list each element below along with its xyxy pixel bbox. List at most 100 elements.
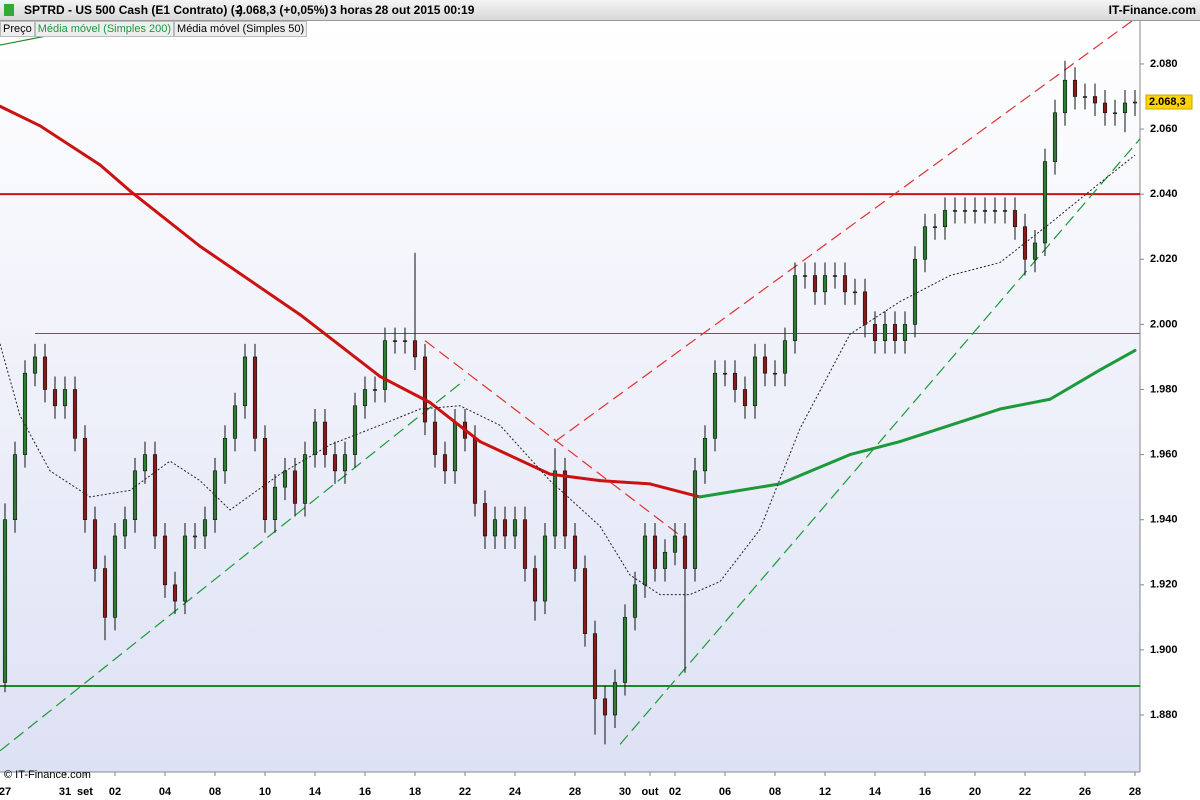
x-tick-label: 18 (409, 786, 421, 798)
x-tick-label: 16 (919, 786, 931, 798)
y-tick-label: 2.000 (1150, 318, 1178, 330)
candle-body (942, 210, 948, 228)
candle-body (12, 454, 18, 521)
candle-body (792, 275, 798, 341)
candle-body (192, 535, 198, 538)
candle-body (352, 405, 358, 455)
candle-body (782, 340, 788, 374)
ma200-segment (128, 189, 202, 248)
candle-body (122, 519, 128, 537)
candle-body (732, 372, 738, 390)
candle-body (412, 340, 418, 358)
y-tick-label: 1.960 (1150, 449, 1178, 461)
candle-body (322, 421, 328, 455)
candle-body (312, 421, 318, 455)
candle-body (882, 324, 888, 341)
x-tick-label: 12 (819, 786, 831, 798)
candle-body (672, 535, 678, 553)
candle-body (252, 356, 258, 439)
quote: 2.068,3 (+0,05%) (236, 3, 329, 17)
price-tag (1145, 94, 1193, 110)
candle-body (72, 389, 78, 439)
candle-body (772, 372, 778, 375)
candle-body (112, 535, 118, 618)
candle-body (972, 210, 978, 212)
x-tick-label: 20 (969, 786, 981, 798)
x-tick-label: 04 (159, 786, 172, 798)
candle-body (532, 568, 538, 602)
candle-body (862, 291, 868, 325)
legend: Preço Média móvel (Simples 200) Média mó… (0, 21, 308, 37)
candle-body (802, 275, 808, 277)
x-tick-label: set (77, 786, 93, 798)
candle-body (722, 372, 728, 375)
candle-body (932, 226, 938, 229)
candle-body (372, 389, 378, 391)
candle-body (442, 454, 448, 472)
ma200-segment (1048, 368, 1102, 401)
candle-body (502, 519, 508, 537)
legend-item[interactable]: Preço (0, 21, 35, 37)
candle-body (612, 682, 618, 716)
y-tick-label: 2.040 (1150, 188, 1178, 200)
candle-body (1082, 96, 1088, 98)
candle-body (912, 258, 918, 325)
ma200-segment (38, 124, 102, 167)
candle-body (922, 226, 928, 260)
ma200-segment (298, 313, 382, 378)
candle-body (752, 356, 758, 407)
candle-body (522, 519, 528, 569)
y-tick-label: 2.060 (1150, 123, 1178, 135)
candle-body (562, 470, 568, 537)
ma200-segment (98, 163, 132, 193)
candle-body (432, 421, 438, 455)
x-tick-label: 14 (309, 786, 322, 798)
ma200-segment (0, 104, 42, 128)
footer: © IT-Finance.com (4, 769, 91, 781)
x-tick-label: 06 (719, 786, 731, 798)
ma200-segment (478, 440, 552, 476)
x-tick-label: 16 (359, 786, 371, 798)
candle-body (382, 340, 388, 390)
candle-body (982, 210, 988, 212)
candle-body (742, 389, 748, 407)
y-tick-label: 1.940 (1150, 514, 1178, 526)
x-tick-label: 22 (1019, 786, 1031, 798)
candle-body (652, 535, 658, 569)
y-tick-label: 1.880 (1150, 709, 1178, 721)
x-tick-label: 10 (259, 786, 271, 798)
candle-body (182, 535, 188, 602)
legend-item[interactable]: Média móvel (Simples 50) (174, 21, 308, 37)
candle-body (2, 519, 8, 683)
candle-body (22, 372, 28, 455)
candle-body (822, 275, 828, 293)
candle-body (222, 438, 228, 472)
candle-body (82, 438, 88, 521)
candle-body (592, 633, 598, 700)
candle-body (272, 486, 278, 521)
candle-body (52, 389, 58, 407)
candle-body (1092, 96, 1098, 104)
y-tick-label: 1.980 (1150, 383, 1178, 395)
price-tag-label: 2.068,3 (1149, 96, 1186, 108)
x-tick-label: 27 (0, 786, 11, 798)
candle-body (602, 698, 608, 716)
candle-body (692, 470, 698, 569)
candle-body (282, 470, 288, 488)
ma200-segment (198, 244, 302, 317)
legend-item[interactable]: Média móvel (Simples 200) (34, 21, 175, 37)
candle-body (622, 617, 628, 683)
candle-body (292, 470, 298, 504)
candle-body (492, 519, 498, 537)
candle-body (62, 389, 68, 407)
candle-body (232, 405, 238, 439)
brand: IT-Finance.com (1108, 3, 1196, 17)
trend-line (554, 20, 1135, 443)
candle-body (682, 535, 688, 569)
ma200-segment (598, 479, 652, 486)
candle-body (1072, 79, 1078, 97)
candle-body (102, 568, 108, 618)
candle-body (302, 454, 308, 504)
